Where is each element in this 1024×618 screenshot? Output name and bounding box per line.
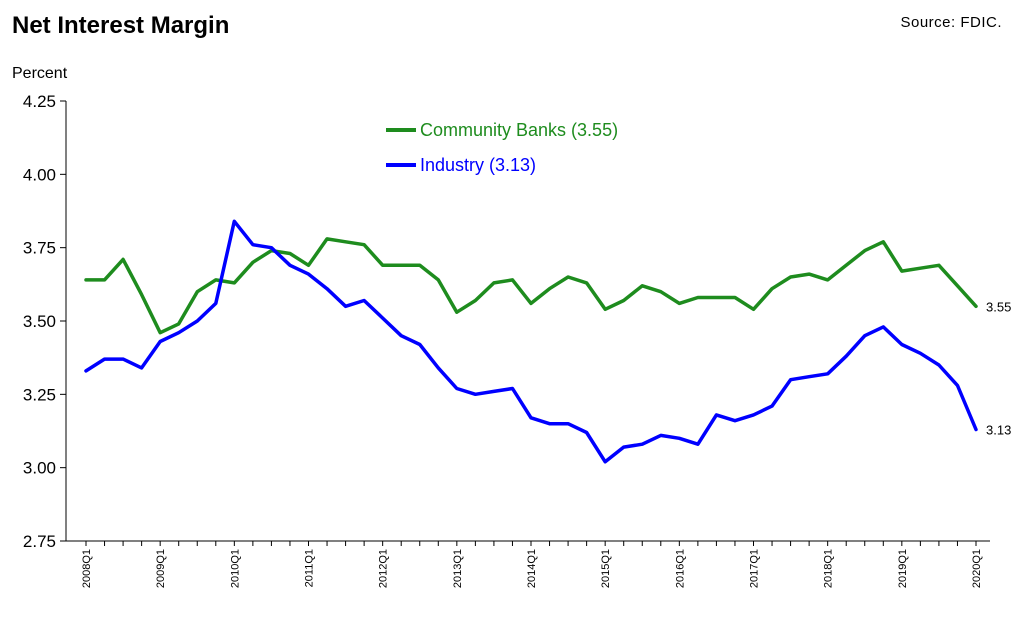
x-tick-label: 2014Q1 — [526, 549, 538, 588]
x-tick-label: 2008Q1 — [81, 549, 93, 588]
industry-line — [84, 219, 978, 464]
y-tick-label: 3.50 — [23, 312, 56, 331]
series-layer: 3.55 3.13 — [84, 219, 1011, 464]
x-tick-label: 2020Q1 — [971, 549, 983, 588]
y-tick-label: 4.00 — [23, 165, 56, 184]
x-tick-label: 2012Q1 — [378, 549, 390, 588]
x-tick-label: 2010Q1 — [229, 549, 241, 588]
y-tick-label: 3.75 — [23, 239, 56, 258]
y-axis-label: Percent — [12, 65, 68, 82]
x-tick-label: 2015Q1 — [600, 549, 612, 588]
y-tick-label: 2.75 — [23, 532, 56, 551]
x-tick-label: 2018Q1 — [823, 549, 835, 588]
y-tick-label: 3.25 — [23, 385, 56, 404]
y-tick-label: 3.00 — [23, 459, 56, 478]
legend-entry: Industry (3.13) — [420, 155, 536, 175]
x-tick-label: 2016Q1 — [674, 549, 686, 588]
y-tick-label: 4.25 — [23, 92, 56, 111]
community-banks-line — [84, 237, 978, 335]
x-tick-label: 2013Q1 — [452, 549, 464, 588]
x-tick-label: 2017Q1 — [749, 549, 761, 588]
end-value-label: 3.55 — [986, 299, 1011, 314]
x-tick-label: 2009Q1 — [155, 549, 167, 588]
legend-entry: Community Banks (3.55) — [420, 120, 618, 140]
legend: Community Banks (3.55) Industry (3.13) — [386, 120, 618, 175]
x-tick-label: 2019Q1 — [897, 549, 909, 588]
x-tick-label: 2011Q1 — [304, 549, 316, 587]
chart-title: Net Interest Margin — [12, 12, 230, 39]
source-note: Source: FDIC. — [900, 14, 1002, 31]
end-value-label: 3.13 — [986, 423, 1011, 438]
axes: Percent 4.25 4.00 3.75 3.50 3.25 3.00 2.75 2008Q… — [12, 65, 990, 588]
